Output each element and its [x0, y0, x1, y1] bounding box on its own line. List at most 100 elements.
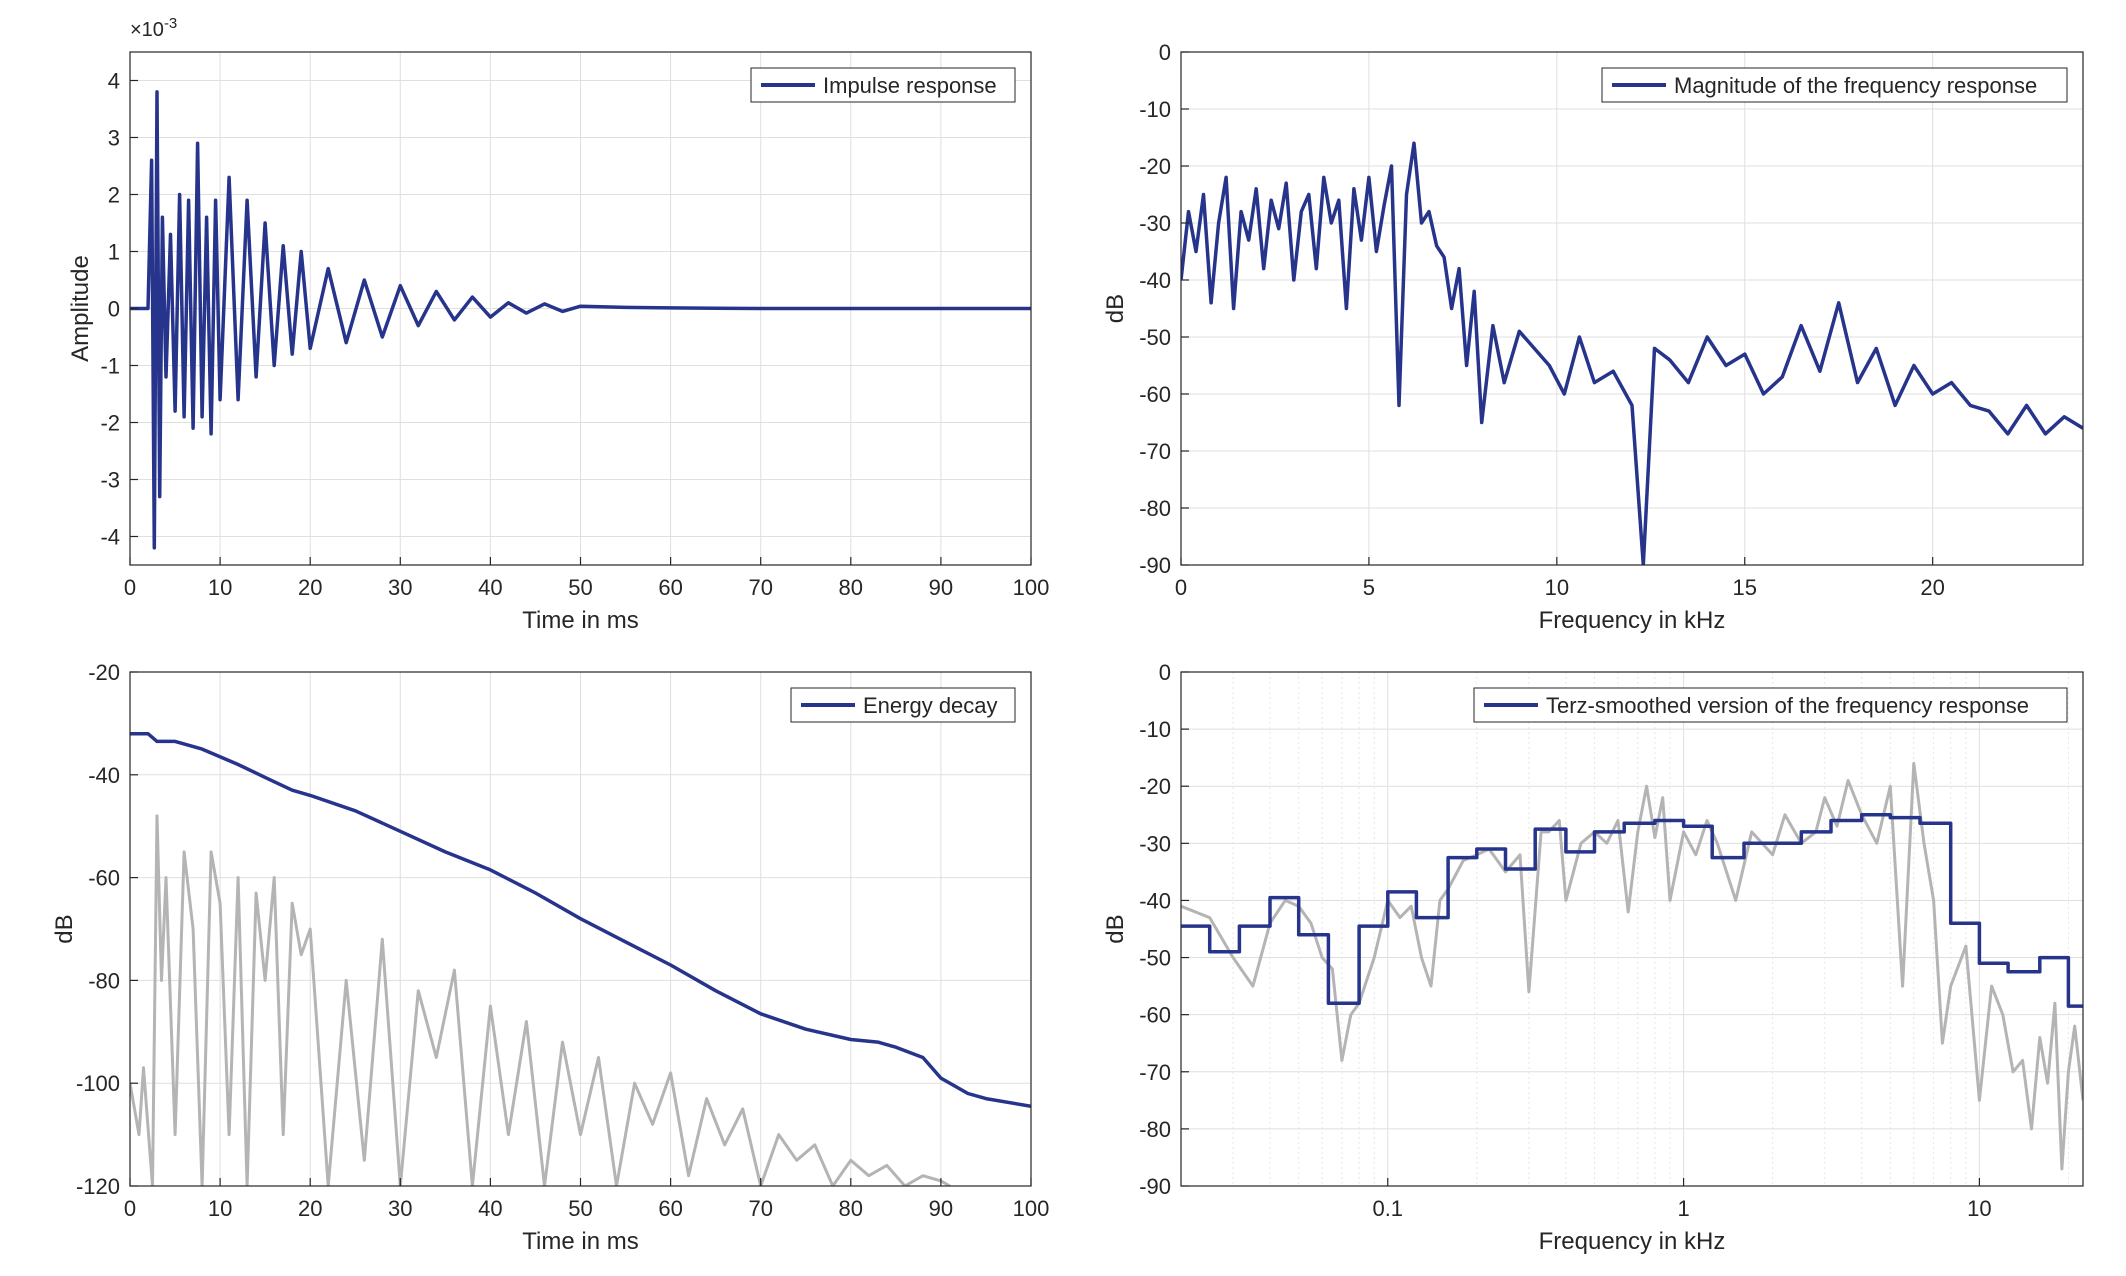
raw-series-line [1181, 761, 2083, 1171]
x-tick-label: 50 [568, 575, 592, 600]
x-tick-label: 70 [748, 575, 772, 600]
x-tick-label: 0 [1175, 575, 1187, 600]
series-line [130, 731, 1031, 1109]
x-tick-label: 60 [658, 575, 682, 600]
x-tick-label: 90 [929, 575, 953, 600]
x-tick-label: 10 [208, 575, 232, 600]
y-axis-label: Amplitude [67, 255, 94, 362]
y-tick-label: -60 [1139, 382, 1171, 407]
legend: Impulse response [750, 67, 1016, 103]
x-tick-label: 90 [929, 1196, 953, 1221]
terz-smoothed-plot: 0.1 1 10 0 -10 -20 -30 -40 -50 -60 -70 -80 -90 Freque… [1102, 660, 2084, 1255]
x-axis-label: Frequency in kHz [1539, 1228, 1726, 1255]
y-tick-label: -2 [100, 411, 120, 436]
x-tick-label: 70 [748, 1196, 772, 1221]
y-tick-label: -50 [1139, 946, 1171, 971]
x-tick-label: 15 [1733, 575, 1757, 600]
x-axis-label: Time in ms [522, 1228, 638, 1255]
x-tick-label: 10 [1967, 1196, 1991, 1221]
y-tick-label: -70 [1139, 439, 1171, 464]
x-tick-label: 20 [1920, 575, 1944, 600]
x-tick-label: 20 [298, 575, 322, 600]
y-tick-label: -1 [100, 354, 120, 379]
y-tick-label: -90 [1139, 553, 1171, 578]
x-tick-label: 0 [124, 575, 136, 600]
x-tick-label: 40 [478, 575, 502, 600]
x-tick-label: 100 [1013, 1196, 1050, 1221]
y-tick-label: -80 [88, 968, 120, 993]
legend-label: Terz-smoothed version of the frequency r… [1546, 693, 2029, 718]
y-tick-label: 0 [1159, 660, 1171, 685]
y-tick-label: -50 [1139, 325, 1171, 350]
x-axis-label: Time in ms [522, 607, 638, 634]
y-tick-label: -40 [88, 763, 120, 788]
y-tick-label: -40 [1139, 888, 1171, 913]
x-tick-label: 100 [1013, 575, 1050, 600]
y-tick-label: -60 [88, 866, 120, 891]
y-tick-label: 2 [108, 183, 120, 208]
y-tick-label: -3 [100, 468, 120, 493]
y-tick-label: 0 [1159, 40, 1171, 65]
legend-label: Energy decay [863, 693, 998, 718]
y-tick-label: 1 [108, 240, 120, 265]
y-tick-label: -4 [100, 525, 120, 550]
y-tick-label: -120 [76, 1174, 120, 1199]
series-line [1181, 141, 2083, 565]
y-axis-label: dB [51, 914, 78, 943]
plot-area [1181, 761, 2083, 1171]
y-tick-label: 3 [108, 126, 120, 151]
legend: Magnitude of the frequency response [1601, 67, 2068, 103]
y-axis-label: dB [1102, 914, 1129, 943]
x-axis-label: Frequency in kHz [1539, 607, 1726, 634]
y-tick-label: -70 [1139, 1060, 1171, 1085]
y-tick-label: -10 [1139, 717, 1171, 742]
axes-box [1180, 51, 2084, 566]
x-tick-label: 20 [298, 1196, 322, 1221]
series-line [130, 90, 1031, 550]
y-axis-label: dB [1102, 294, 1129, 323]
series-line [1181, 813, 2083, 1008]
legend-box [1473, 687, 2068, 723]
legend-label: Magnitude of the frequency response [1674, 73, 2037, 98]
y-tick-label: -80 [1139, 496, 1171, 521]
y-tick-label: -60 [1139, 1003, 1171, 1028]
plot-area [130, 731, 1031, 1186]
legend: Energy decay [790, 687, 1016, 723]
legend: Terz-smoothed version of the frequency r… [1473, 687, 2068, 723]
y-tick-label: -10 [1139, 97, 1171, 122]
x-tick-label: 0 [124, 1196, 136, 1221]
x-tick-label: 10 [1545, 575, 1569, 600]
energy-decay-plot: 0 10 20 30 40 50 60 70 80 90 100 -20 -40 -60 -80 -100 -1… [51, 660, 1049, 1255]
x-tick-label: 60 [658, 1196, 682, 1221]
y-tick-label: -100 [76, 1071, 120, 1096]
x-tick-label: 80 [839, 575, 863, 600]
x-tick-label: 30 [388, 575, 412, 600]
frequency-magnitude-plot: 0 5 10 15 20 0 -10 -20 -30 -40 -50 -60 -70 -80 -90 Freq… [1102, 40, 2084, 634]
axes-box [1180, 671, 2084, 1187]
x-tick-label: 50 [568, 1196, 592, 1221]
y-tick-label: -30 [1139, 831, 1171, 856]
y-tick-label: 0 [108, 297, 120, 322]
y-tick-label: -20 [1139, 774, 1171, 799]
y-tick-label: -80 [1139, 1117, 1171, 1142]
x-tick-label: 40 [478, 1196, 502, 1221]
y-tick-label: 4 [108, 69, 120, 94]
x-tick-label: 5 [1363, 575, 1375, 600]
x-tick-label: 0.1 [1372, 1196, 1403, 1221]
x-tick-label: 80 [839, 1196, 863, 1221]
plot-area [1181, 141, 2083, 565]
x-tick-label: 1 [1677, 1196, 1689, 1221]
y-tick-label: -30 [1139, 211, 1171, 236]
exponent-label: ×10-3 [130, 15, 177, 41]
impulse-response-plot: 0 10 20 30 40 50 60 70 80 90 100 -4 -3 -2 -1 0 1 2 3 4 Time … [67, 15, 1049, 634]
raw-series-line [130, 814, 951, 1186]
plot-area [130, 90, 1031, 550]
x-tick-label: 30 [388, 1196, 412, 1221]
y-tick-label: -20 [1139, 154, 1171, 179]
legend-label: Impulse response [823, 73, 997, 98]
legend-box [1601, 67, 2068, 103]
y-tick-label: -20 [88, 660, 120, 685]
y-tick-label: -40 [1139, 268, 1171, 293]
